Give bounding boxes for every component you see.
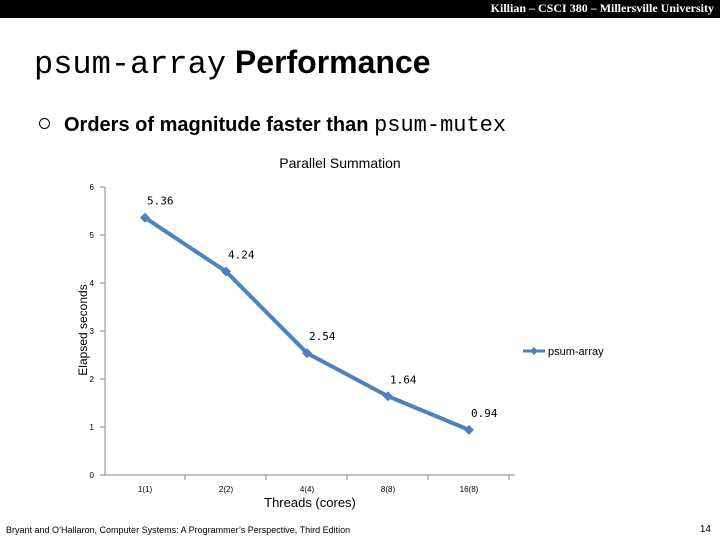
y-tick-label: 2 <box>90 375 95 384</box>
x-tick-label: 8(8) <box>381 485 396 494</box>
chart-ticks: 0 1 2 3 4 5 6 1(1) 2(2) 4(4) 8(8) 16(8) <box>90 183 510 494</box>
header-bar: Killian – CSCI 380 – Millersville Univer… <box>0 0 720 18</box>
data-point-marker <box>221 266 231 277</box>
x-tick-label: 4(4) <box>300 485 315 494</box>
y-axis-label: Elapsed seconds <box>76 284 90 375</box>
y-tick-label: 3 <box>90 327 95 336</box>
x-tick-label: 2(2) <box>219 485 234 494</box>
bullet-code: psum-mutex <box>374 113 507 138</box>
data-point-marker <box>464 424 474 435</box>
legend-label: psum-array <box>548 346 604 358</box>
title-text: Performance <box>234 44 431 80</box>
data-label: 0.94 <box>471 407 498 420</box>
chart-legend: psum-array <box>523 346 604 358</box>
x-tick-label: 16(8) <box>460 485 479 494</box>
data-point-marker <box>302 348 312 359</box>
chart-series: 5.36 4.24 2.54 1.64 0.94 <box>140 195 498 435</box>
chart-title: Parallel Summation <box>279 155 400 171</box>
data-point-marker <box>140 212 150 223</box>
data-label: 2.54 <box>309 330 336 343</box>
data-label: 4.24 <box>228 248 255 261</box>
bullet-text: Orders of magnitude faster than <box>64 114 369 136</box>
x-tick-label: 1(1) <box>138 485 153 494</box>
y-tick-label: 4 <box>90 279 95 288</box>
y-tick-label: 0 <box>90 471 95 480</box>
x-axis-label: Threads (cores) <box>264 495 356 510</box>
citation: Bryant and O’Hallaron, Computer Systems:… <box>6 525 351 535</box>
legend-marker <box>530 347 538 355</box>
bullet-point: Orders of magnitude faster than psum-mut… <box>64 111 506 140</box>
title-code: psum-array <box>34 46 227 83</box>
y-tick-label: 1 <box>90 423 95 432</box>
slide-title: psum-array Performance <box>34 42 431 85</box>
header-text: Killian – CSCI 380 – Millersville Univer… <box>490 1 714 15</box>
data-point-marker <box>383 391 393 402</box>
series-line <box>143 216 470 432</box>
bullet-circle-icon <box>39 118 50 129</box>
y-tick-label: 5 <box>90 231 95 240</box>
data-label: 5.36 <box>147 195 174 208</box>
y-tick-label: 6 <box>90 183 95 192</box>
data-label: 1.64 <box>390 373 417 386</box>
page-number: 14 <box>699 524 711 535</box>
